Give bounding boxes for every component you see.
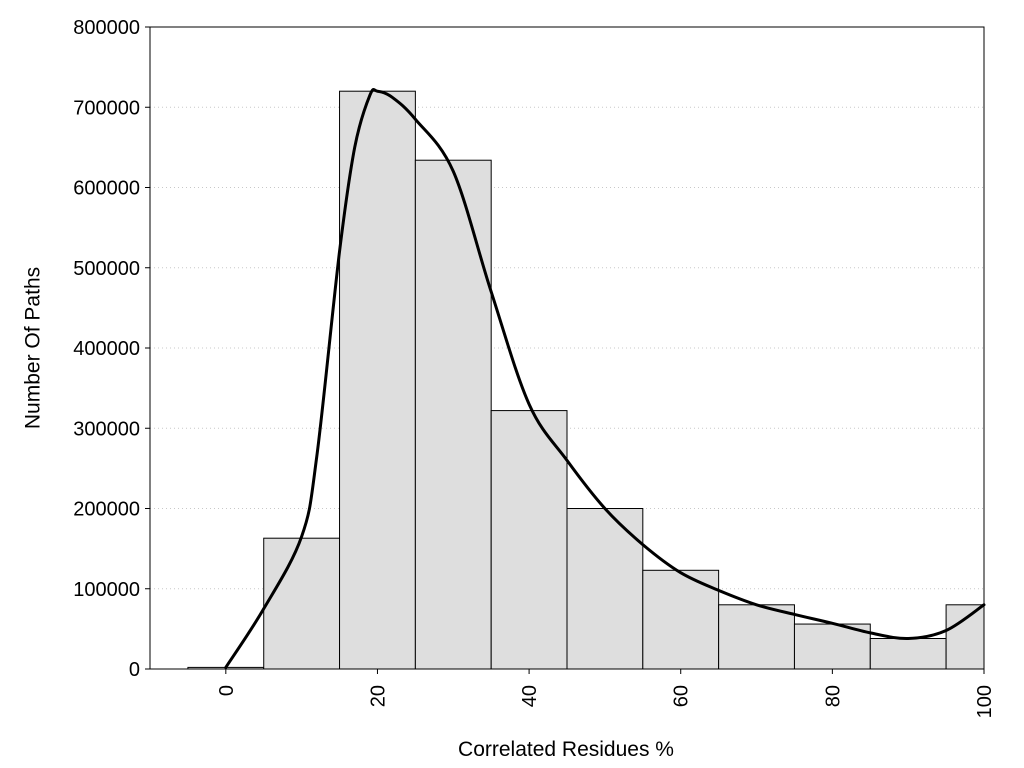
y-tick-label: 600000 [73,178,140,200]
histogram-bar [263,537,341,670]
x-tick-label: 60 [671,685,693,707]
histogram-bar [945,604,985,670]
y-axis-label: Number Of Paths [21,267,44,429]
y-tick-label: 0 [129,659,140,681]
histogram-bar [869,638,947,670]
y-tick-label: 100000 [73,579,140,601]
y-tick-label: 300000 [73,418,140,440]
x-tick-label: 20 [367,685,389,707]
x-tick-label: 80 [822,685,844,707]
density-curve-layer [224,88,986,669]
y-tick-label: 800000 [73,17,140,39]
y-tick-label: 400000 [73,338,140,360]
y-tick-label: 200000 [73,499,140,521]
density-curve [224,88,986,669]
histogram-bar [414,159,492,670]
x-axis-ticks: 0 20 40 60 80 100 [216,669,996,718]
x-tick-label: 0 [216,685,238,696]
y-tick-label: 500000 [73,258,140,280]
histogram-bar [339,90,416,670]
x-tick-label: 40 [519,685,541,707]
x-axis-label: Correlated Residues % [458,738,674,761]
histogram-bar [718,604,795,670]
y-tick-label: 700000 [73,97,140,119]
histogram-bars [187,90,985,670]
y-axis-ticks: 0 100000 200000 300000 400000 500000 600000 700… [73,17,150,681]
histogram-bar [566,508,644,670]
x-tick-label: 100 [974,685,996,718]
histogram-bar [490,410,568,670]
